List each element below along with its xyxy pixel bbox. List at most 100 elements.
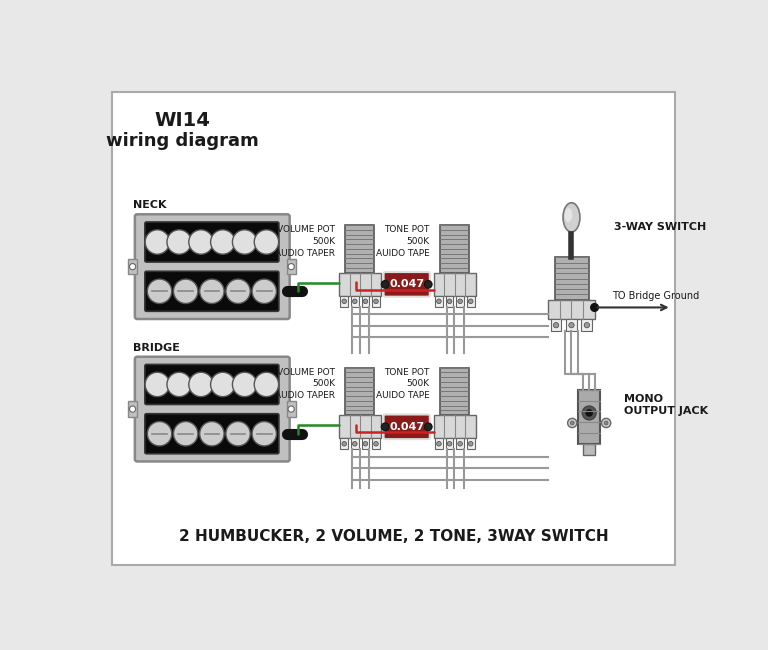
Circle shape: [569, 322, 574, 328]
Circle shape: [252, 422, 276, 446]
Text: wiring diagram: wiring diagram: [106, 132, 259, 150]
Circle shape: [591, 304, 598, 311]
Circle shape: [374, 299, 379, 304]
Circle shape: [189, 230, 214, 254]
Bar: [548, 300, 594, 319]
Bar: [566, 319, 577, 332]
Circle shape: [200, 422, 224, 446]
Circle shape: [167, 230, 191, 254]
Circle shape: [458, 299, 462, 304]
Bar: [435, 438, 443, 449]
Bar: [340, 296, 348, 307]
FancyBboxPatch shape: [135, 214, 290, 319]
Circle shape: [437, 299, 442, 304]
Bar: [467, 438, 475, 449]
Circle shape: [252, 279, 276, 304]
Bar: [434, 415, 476, 438]
FancyBboxPatch shape: [145, 413, 279, 454]
Circle shape: [586, 410, 592, 416]
Ellipse shape: [563, 203, 580, 232]
Circle shape: [130, 263, 136, 270]
Circle shape: [447, 299, 452, 304]
Text: VOLUME POT
500K
AUDIO TAPER: VOLUME POT 500K AUDIO TAPER: [275, 225, 335, 257]
Bar: [440, 225, 469, 273]
Bar: [435, 296, 443, 307]
Bar: [372, 438, 380, 449]
Circle shape: [254, 230, 279, 254]
Text: 3-WAY SWITCH: 3-WAY SWITCH: [614, 222, 706, 231]
Circle shape: [363, 299, 368, 304]
Circle shape: [458, 441, 462, 446]
Circle shape: [200, 279, 224, 304]
Text: 2 HUMBUCKER, 2 VOLUME, 2 TONE, 3WAY SWITCH: 2 HUMBUCKER, 2 VOLUME, 2 TONE, 3WAY SWIT…: [179, 528, 608, 543]
Circle shape: [381, 423, 389, 431]
Circle shape: [468, 441, 473, 446]
Bar: [445, 438, 453, 449]
Text: TONE POT
500K
AUIDO TAPE: TONE POT 500K AUIDO TAPE: [376, 225, 430, 257]
Bar: [128, 402, 137, 417]
Text: TO Bridge Ground: TO Bridge Ground: [612, 291, 700, 302]
FancyBboxPatch shape: [383, 272, 430, 296]
Text: WI14: WI14: [154, 111, 210, 130]
Circle shape: [130, 406, 136, 412]
Circle shape: [582, 406, 596, 420]
Circle shape: [342, 299, 346, 304]
Bar: [554, 257, 589, 300]
Bar: [339, 415, 381, 438]
Circle shape: [167, 372, 191, 396]
Circle shape: [147, 422, 172, 446]
Bar: [351, 438, 359, 449]
Bar: [286, 402, 296, 417]
Circle shape: [288, 263, 294, 270]
Bar: [445, 296, 453, 307]
Circle shape: [147, 279, 172, 304]
FancyBboxPatch shape: [145, 271, 279, 311]
FancyBboxPatch shape: [135, 357, 290, 462]
Circle shape: [174, 422, 198, 446]
Circle shape: [363, 441, 368, 446]
Bar: [286, 259, 296, 274]
Circle shape: [554, 322, 559, 328]
Bar: [351, 296, 359, 307]
Circle shape: [226, 279, 250, 304]
Bar: [345, 225, 374, 273]
Circle shape: [425, 423, 432, 431]
Circle shape: [226, 422, 250, 446]
Text: 0.047: 0.047: [389, 280, 424, 289]
Circle shape: [568, 419, 577, 428]
Circle shape: [353, 441, 357, 446]
Circle shape: [233, 372, 257, 396]
Ellipse shape: [564, 208, 572, 222]
Circle shape: [342, 441, 346, 446]
Circle shape: [381, 281, 389, 288]
Bar: [339, 273, 381, 296]
Bar: [340, 438, 348, 449]
Text: 0.047: 0.047: [389, 422, 424, 432]
Text: VOLUME POT
500K
AUDIO TAPER: VOLUME POT 500K AUDIO TAPER: [275, 367, 335, 400]
Circle shape: [288, 406, 294, 412]
Bar: [551, 319, 561, 332]
Circle shape: [425, 281, 432, 288]
Bar: [128, 259, 137, 274]
Bar: [581, 319, 592, 332]
FancyBboxPatch shape: [145, 222, 279, 262]
Circle shape: [233, 230, 257, 254]
Bar: [362, 438, 369, 449]
Circle shape: [189, 372, 214, 396]
Text: TONE POT
500K
AUIDO TAPE: TONE POT 500K AUIDO TAPE: [376, 367, 430, 400]
Bar: [456, 438, 464, 449]
Circle shape: [210, 372, 235, 396]
Text: MONO
OUTPUT JACK: MONO OUTPUT JACK: [624, 395, 708, 416]
Circle shape: [571, 421, 574, 425]
Circle shape: [601, 419, 611, 428]
Circle shape: [145, 372, 170, 396]
Circle shape: [374, 441, 379, 446]
Text: BRIDGE: BRIDGE: [134, 343, 180, 353]
Text: NECK: NECK: [134, 200, 167, 211]
Circle shape: [584, 322, 590, 328]
Circle shape: [437, 441, 442, 446]
Circle shape: [210, 230, 235, 254]
Bar: [456, 296, 464, 307]
Circle shape: [447, 441, 452, 446]
Bar: [434, 273, 476, 296]
